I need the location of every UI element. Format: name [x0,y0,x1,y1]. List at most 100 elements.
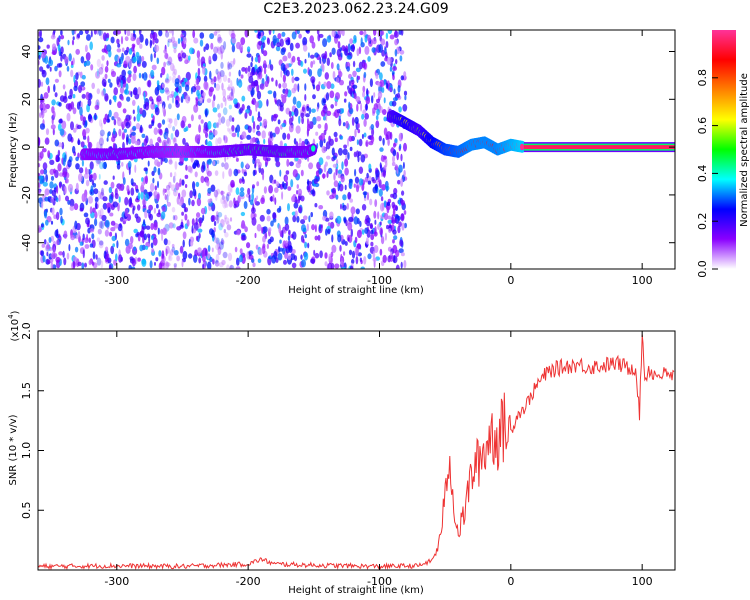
spectrogram-noise-blob [67,159,72,168]
spectrogram-noise-blob [365,237,369,245]
spectrogram-noise-blob [212,122,218,129]
spectrogram-noise-blob [100,122,103,130]
spectrogram-noise-blob [84,62,87,67]
spectrogram-noise-blob [109,82,113,88]
spectrogram-noise-blob [145,175,148,185]
spectrogram-noise-blob [213,46,219,54]
spectrogram-noise-blob [296,100,302,109]
spectrogram-noise-blob [77,231,81,238]
spectrogram-noise-blob [121,69,126,78]
spectrogram-noise-blob [213,221,217,226]
spectrogram-noise-blob [290,179,294,188]
spectrogram-noise-blob [42,162,48,171]
spectrogram-noise-blob [252,184,255,189]
spectrogram-noise-blob [182,239,185,248]
spectrogram-noise-blob [189,47,194,55]
spectrogram-noise-blob [158,262,163,269]
spectrogram-noise-blob [124,50,129,56]
spectrogram-noise-blob [154,159,159,166]
spectrogram-noise-blob [337,173,342,179]
spectrogram-noise-blob [184,184,188,188]
spectrogram-noise-blob [285,170,290,175]
spectrogram-noise-blob [282,82,288,89]
spectrogram-noise-blob [233,168,239,177]
spectrogram-noise-blob [98,66,104,75]
spectrogram-noise-blob [141,133,146,138]
spectrogram-noise-blob [173,263,177,268]
spectrogram-noise-blob [354,37,357,43]
spectrogram-noise-blob [204,109,208,118]
spectrogram-noise-blob [225,118,231,127]
spectrogram-noise-blob [254,197,257,204]
spectrogram-noise-blob [205,43,210,51]
spectrogram-noise-blob [75,72,79,80]
spectrogram-noise-blob [113,127,116,135]
spectrogram-noise-blob [208,55,212,65]
spectrogram-noise-blob [306,123,311,132]
spectrogram-noise-blob [319,250,323,259]
spectrogram-noise-blob [217,36,223,44]
spectrogram-noise-blob [348,101,351,110]
spectrogram-noise-blob [227,127,230,132]
spectrogram-noise-blob [172,40,178,48]
spectrogram-noise-blob [200,56,206,65]
spectrogram-noise-blob [201,249,205,257]
spectrogram-noise-blob [307,179,310,186]
spectrogram-noise-blob [89,243,94,248]
spectrogram-noise-blob [393,142,396,148]
spectrogram-noise-blob [157,122,162,129]
spectrogram-noise-blob [189,239,194,247]
spectrogram-noise-blob [365,141,368,147]
spectrogram-noise-blob [358,166,364,174]
spectrogram-noise-blob [171,246,176,253]
spectrogram-noise-blob [215,122,220,129]
spectrogram-noise-blob [238,69,241,77]
spectrogram-noise-blob [138,72,142,79]
spectrogram-noise-blob [141,60,147,68]
spectrogram-noise-blob [166,73,169,81]
snr-x-axis-label: Height of straight line (km) [288,585,424,596]
spectrogram-noise-blob [282,247,286,255]
spectrogram-noise-blob [325,141,331,150]
spectrogram-noise-blob [349,198,354,203]
spectrogram-noise-blob [381,184,386,191]
spectrogram-noise-blob [273,90,277,99]
spectrogram-noise-blob [318,157,324,166]
spectrogram-noise-blob [215,253,220,263]
spectrogram-noise-blob [102,32,107,42]
spectrogram-noise-blob [156,95,162,102]
colorbar-tick-label: 0.6 [696,117,709,135]
spectrogram-noise-blob [93,188,99,195]
spectrogram-noise-blob [171,206,176,213]
spectrogram-noise-blob [400,213,405,221]
spectrogram-noise-blob [62,250,65,258]
spectrogram-noise-blob [303,251,309,261]
colorbar-label: Normalized spectral amplitude [739,73,750,227]
spectrogram-noise-blob [69,88,73,98]
spectrogram-noise-blob [111,136,116,143]
spectrogram-noise-blob [40,223,44,228]
spectrogram-noise-blob [100,90,106,96]
spectrogram-noise-blob [173,117,178,127]
spectrogram-noise-blob [256,181,260,187]
spectrogram-noise-blob [268,184,273,194]
spectrogram-noise-blob [331,244,337,253]
spectrogram-noise-blob [251,115,255,124]
spectrogram-noise-blob [172,43,178,50]
spectrogram-noise-blob [107,78,111,83]
spectrogram-noise-blob [347,191,352,200]
spectrogram-noise-blob [246,134,252,140]
spectrogram-noise-blob [240,161,244,169]
spectrogram-noise-blob [139,244,144,252]
spectrogram-noise-blob [198,124,202,133]
spectrogram-noise-blob [137,204,141,211]
spectrogram-noise-blob [161,119,166,125]
spectrogram-noise-blob [221,194,225,201]
spectrogram-noise-blob [172,71,177,77]
spectrogram-noise-blob [41,243,46,248]
spectrogram-noise-blob [160,228,164,235]
spectrogram-noise-blob [272,30,275,35]
spectrogram-noise-blob [194,249,199,257]
spectrogram-noise-blob [53,246,56,255]
spectrogram-noise-blob [69,205,75,211]
